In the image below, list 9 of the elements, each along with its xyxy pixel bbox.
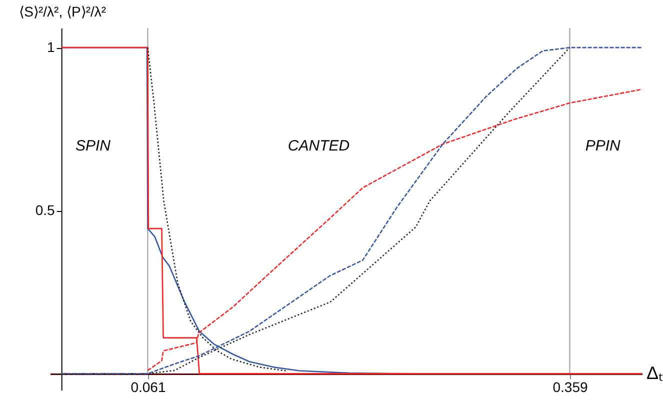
y-tick-label: 1 <box>47 39 56 56</box>
x-tick-label: 0.061 <box>130 379 166 396</box>
annotation: CANTED <box>288 137 350 154</box>
x-axis-title: Δₜ <box>646 363 663 384</box>
x-tick-label: 0.359 <box>552 379 588 396</box>
annotation: PPIN <box>585 137 621 154</box>
y-axis-title: ⟨S⟩²/λ², ⟨P⟩²/λ² <box>19 4 106 20</box>
annotation: SPIN <box>75 137 111 154</box>
y-tick-label: 0.5 <box>35 202 56 218</box>
